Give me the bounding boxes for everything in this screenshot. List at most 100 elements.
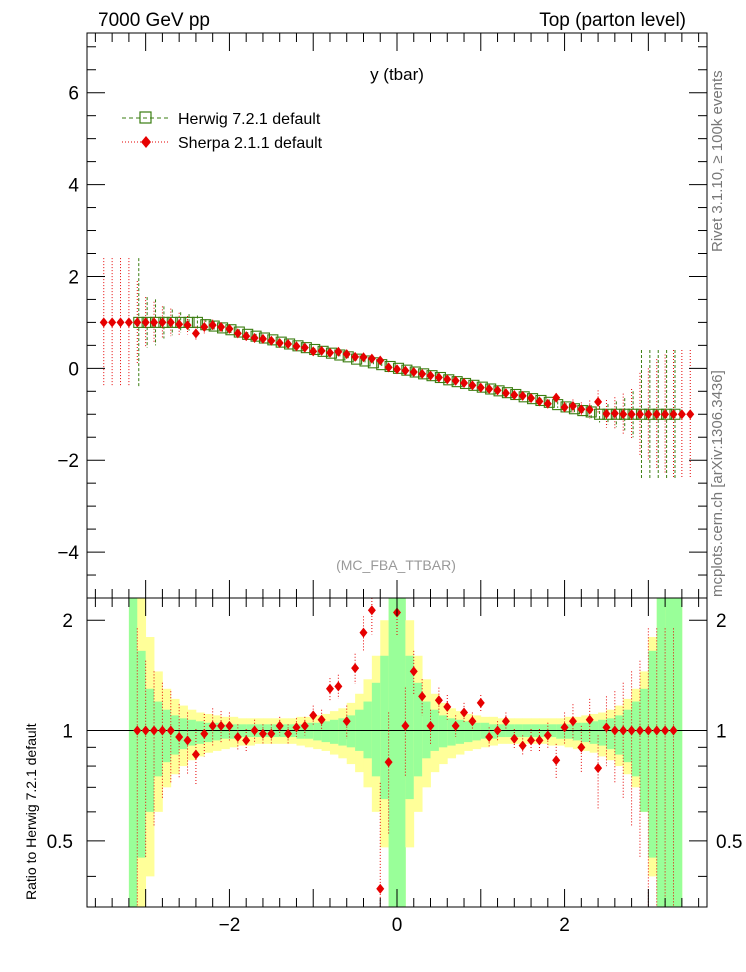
ratio-point (141, 725, 150, 736)
sherpa-point (351, 351, 360, 362)
uncertainty-band-inner (137, 650, 147, 858)
sherpa-point (208, 320, 217, 331)
ratio-point (359, 627, 368, 638)
sherpa-point (133, 317, 142, 328)
sherpa-point (568, 400, 577, 411)
uncertainty-band-inner (154, 701, 163, 777)
ratio-point (577, 742, 586, 753)
uncertainty-band-inner (656, 598, 666, 907)
sherpa-point (367, 353, 376, 364)
uncertainty-band-inner (472, 722, 482, 741)
uncertainty-band-inner (195, 721, 205, 744)
sherpa-point (242, 331, 251, 342)
sherpa-point (585, 404, 594, 415)
ratio-point (510, 733, 519, 744)
sherpa-point (175, 319, 184, 330)
ratio-point (652, 725, 661, 736)
uncertainty-band-inner (631, 701, 641, 777)
ratio-point (426, 720, 435, 731)
legend: Herwig 7.2.1 default Sherpa 2.1.1 defaul… (122, 111, 323, 152)
uncertainty-band-inner (162, 709, 172, 763)
plot-title: y (tbar) (370, 65, 424, 84)
ratio-point (191, 749, 200, 760)
uncertainty-band-inner (598, 719, 607, 746)
uncertainty-band-inner (380, 655, 390, 800)
ratio-point (635, 725, 644, 736)
uncertainty-band-inner (556, 724, 565, 739)
sherpa-point (325, 347, 334, 358)
legend-herwig-label: Herwig 7.2.1 default (178, 111, 321, 128)
herwig-point (267, 334, 279, 346)
herwig-point (250, 330, 262, 342)
y-tick-label: 6 (68, 84, 79, 105)
uncertainty-band-inner (438, 715, 448, 748)
energy-label: 7000 GeV pp (98, 10, 210, 31)
ratio-point (133, 725, 142, 736)
uncertainty-band-inner (405, 655, 415, 800)
uncertainty-band-inner (665, 598, 674, 907)
main-panel: −4 −2 0 2 4 6 y (tbar) (MC_FBA_TTBAR) Herwig … (57, 32, 708, 599)
ratio-point (518, 740, 527, 751)
uncertainty-band-inner (321, 721, 331, 743)
ratio-point (451, 720, 460, 731)
sherpa-point (217, 321, 226, 332)
ratio-point (661, 725, 670, 736)
ratio-y-tick-label: 0.5 (47, 832, 73, 853)
sherpa-point (409, 367, 418, 377)
sherpa-point (451, 375, 460, 386)
ratio-point (325, 683, 334, 694)
sherpa-point (258, 333, 267, 344)
uncertainty-band-inner (338, 718, 348, 746)
ratio-point (535, 735, 544, 746)
legend-herwig-marker (139, 111, 152, 124)
ratio-point (342, 716, 351, 727)
ratio-point (476, 697, 485, 708)
uncertainty-band-inner (464, 721, 473, 743)
ratio-point (669, 725, 678, 736)
herwig-point (233, 326, 245, 338)
y-tick-label: 4 (68, 176, 79, 197)
ratio-point (401, 720, 410, 731)
sherpa-point (527, 393, 536, 404)
ratio-point (158, 725, 167, 736)
sherpa-point (635, 409, 644, 420)
sherpa-point (359, 352, 368, 363)
ratio-axis-label: Ratio to Herwig 7.2.1 default (23, 723, 39, 900)
sherpa-point (250, 333, 259, 344)
ratio-point (568, 716, 577, 727)
sherpa-point (610, 408, 619, 419)
uncertainty-band-inner (329, 719, 339, 744)
uncertainty-band-inner (229, 724, 239, 739)
uncertainty-band-inner (363, 701, 373, 759)
sherpa-point (124, 317, 133, 328)
sherpa-point (577, 404, 586, 415)
sherpa-point (594, 396, 603, 407)
ratio-point (644, 725, 653, 736)
ratio-point (409, 666, 418, 677)
legend-sherpa-label: Sherpa 2.1.1 default (178, 135, 323, 152)
ratio-point (602, 722, 611, 733)
ratio-point (418, 691, 427, 702)
sherpa-point (661, 409, 670, 420)
ratio-point (376, 883, 385, 894)
sherpa-point (108, 317, 117, 328)
uncertainty-band-inner (648, 650, 658, 858)
ratio-panel: 0.5 0.5 1 1 2 2 −2 0 2 Ratio to Herwig 7.2.1 def… (23, 597, 742, 936)
sherpa-point (443, 374, 452, 385)
ratio-point (627, 725, 636, 736)
uncertainty-band-inner (179, 718, 188, 750)
ratio-point (585, 714, 594, 725)
sherpa-point (150, 317, 159, 328)
x-tick-label: 2 (559, 915, 570, 936)
ratio-point (183, 735, 192, 746)
ratio-point (560, 722, 569, 733)
sherpa-point (376, 355, 385, 366)
sherpa-point (552, 392, 561, 403)
uncertainty-band-inner (422, 701, 431, 759)
ratio-point (267, 728, 276, 739)
ratio-point (485, 732, 494, 743)
ratio-y-tick-label-right: 0.5 (716, 832, 742, 853)
sherpa-point (300, 342, 309, 353)
uncertainty-band-inner (673, 598, 683, 907)
